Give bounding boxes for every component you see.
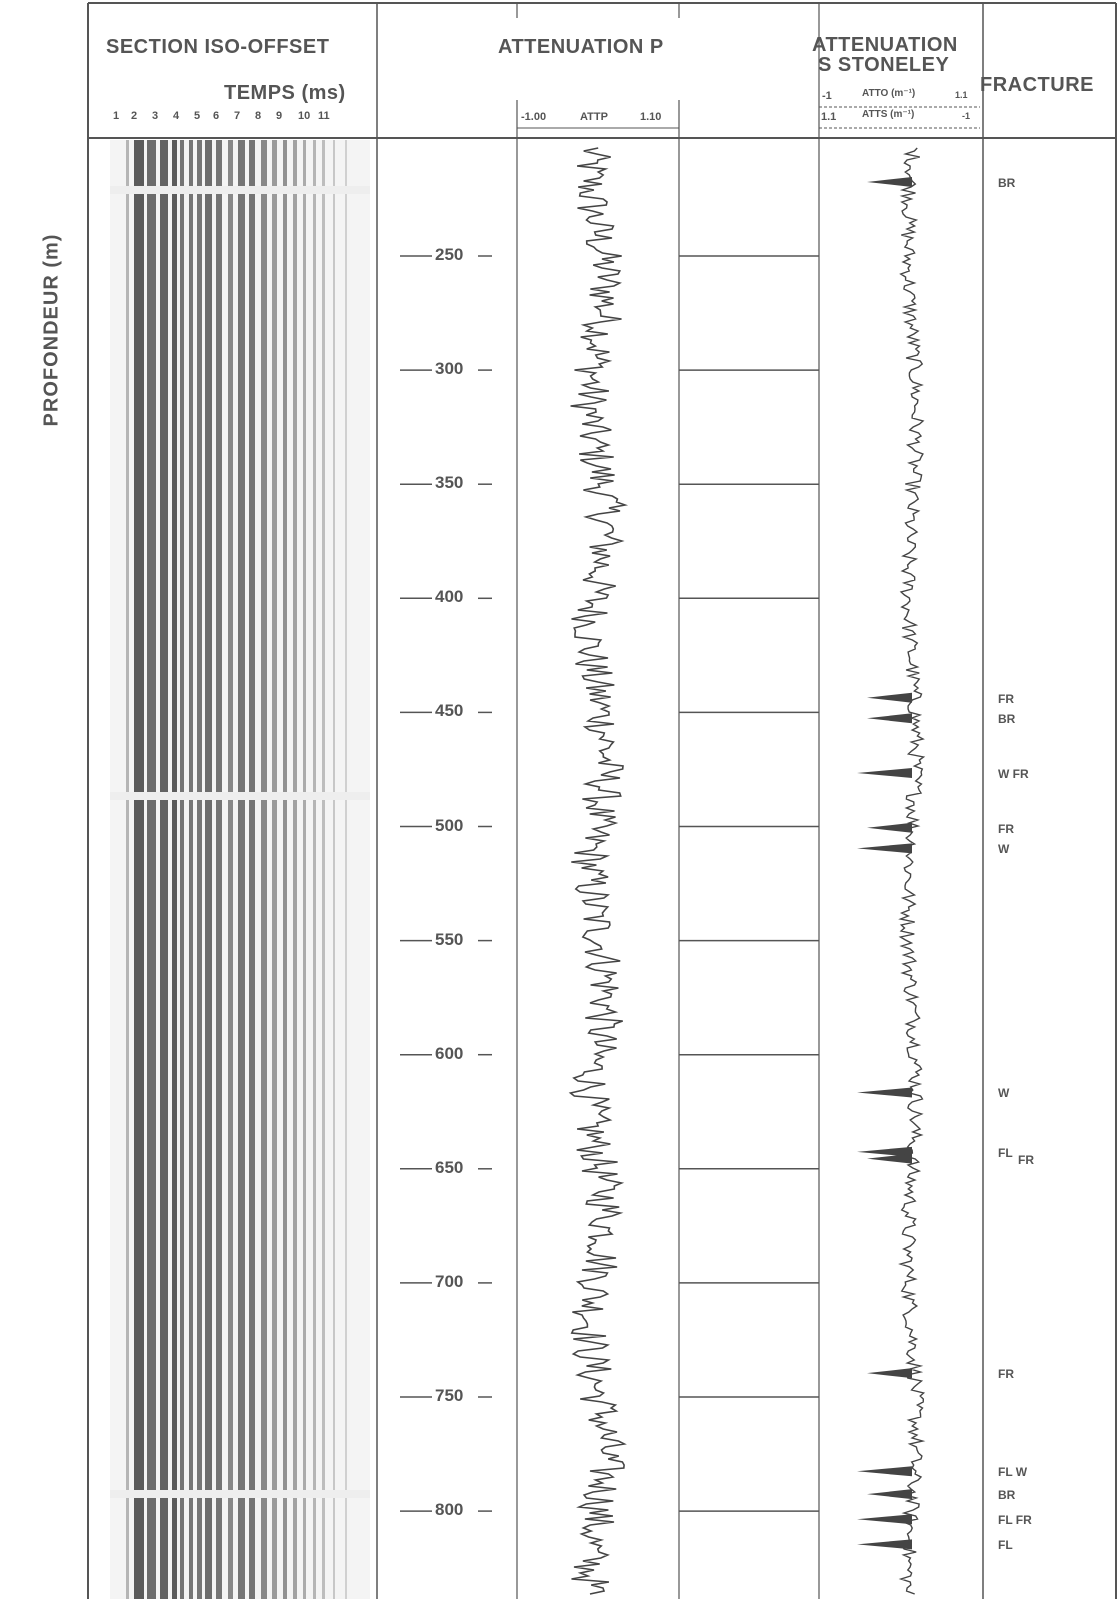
track-title-s-stoneley: S STONELEY	[818, 54, 950, 76]
atts-scale-max: -1	[962, 111, 971, 121]
fracture-code-label: FL	[998, 1538, 1013, 1553]
track-title-fracture: FRACTURE	[980, 74, 1094, 96]
atts-scale-label: ATTS (m⁻¹)	[862, 109, 915, 120]
seismic-trace-19	[313, 140, 316, 1599]
depth-tick-label: 800	[432, 1500, 467, 1521]
atto-scale-max: 1.1	[955, 90, 968, 100]
depth-tick-label: 700	[432, 1271, 467, 1292]
seismic-trace-11	[228, 140, 233, 1599]
depth-tick-label: 250	[432, 245, 467, 265]
time-tick-label: 11	[318, 110, 330, 122]
attp-log-curve	[568, 147, 629, 1595]
seismic-trace-6	[180, 140, 184, 1599]
seismic-trace-22	[345, 140, 347, 1599]
depth-tick-label: 400	[432, 587, 467, 608]
stoneley-anomaly-spike	[867, 692, 912, 703]
seismic-trace-9	[205, 140, 212, 1599]
seismic-gap-1	[110, 186, 370, 194]
fracture-code-label: BR	[998, 712, 1016, 727]
track-title-attenuation-p: ATTENUATION P	[498, 36, 664, 58]
atto-scale-label: ATTO (m⁻¹)	[862, 88, 916, 99]
time-tick-label: 6	[213, 110, 220, 122]
time-tick-label: 5	[194, 110, 201, 122]
fracture-code-label: FR	[998, 1367, 1014, 1382]
fracture-code-label: BR	[998, 175, 1016, 190]
stoneley-anomaly-spike	[867, 822, 912, 833]
time-tick-label: 9	[276, 110, 283, 122]
stoneley-anomaly-spike	[867, 1489, 912, 1500]
seismic-gap-2	[110, 792, 370, 800]
depth-tick-label: 450	[432, 701, 467, 722]
seismic-trace-7	[189, 140, 193, 1599]
stoneley-anomaly-spike	[857, 768, 912, 779]
seismic-trace-14	[261, 140, 267, 1599]
fracture-code-label: W	[998, 842, 1010, 857]
stoneley-anomaly-spike	[867, 176, 912, 187]
stoneley-anomaly-spike	[857, 843, 912, 854]
atts-scale-min: 1.1	[821, 111, 837, 123]
seismic-trace-2	[134, 140, 144, 1599]
time-tick-label: 3	[152, 110, 159, 122]
seismic-trace-17	[293, 140, 297, 1599]
time-tick-label: 10	[298, 110, 311, 122]
depth-tick-label: 500	[432, 815, 467, 836]
track-subtitle-temps: TEMPS (ms)	[224, 82, 346, 104]
seismic-trace-13	[249, 140, 255, 1599]
time-tick-label: 7	[234, 110, 241, 122]
time-tick-label: 4	[173, 110, 180, 122]
depth-tick-label: 750	[432, 1386, 467, 1406]
atto-scale-min: -1	[822, 90, 832, 102]
seismic-trace-21	[333, 140, 335, 1599]
fracture-code-label: W	[998, 1086, 1010, 1101]
time-tick-label: 8	[255, 110, 262, 122]
fracture-code-label: FL FR	[998, 1513, 1032, 1528]
seismic-trace-10	[216, 140, 222, 1599]
seismic-trace-5	[172, 140, 177, 1599]
fracture-code-label: FR	[1018, 1152, 1034, 1167]
time-tick-label: 1	[113, 110, 120, 122]
seismic-trace-12	[238, 140, 245, 1599]
stoneley-anomaly-spike	[857, 1539, 912, 1550]
stoneley-anomaly-spike	[857, 1146, 912, 1157]
seismic-trace-4	[160, 140, 168, 1599]
fracture-code-label: FL W	[998, 1465, 1028, 1480]
seismic-trace-1	[126, 140, 129, 1599]
stoneley-anomaly-spike	[867, 713, 912, 724]
attp-scale-max: 1.10	[640, 111, 662, 123]
fracture-code-label: W FR	[998, 767, 1029, 781]
depth-tick-label: 350	[432, 473, 467, 494]
attp-scale-label: ATTP	[580, 111, 608, 123]
depth-tick-label: 600	[432, 1043, 467, 1064]
stoneley-anomaly-spike	[857, 1087, 912, 1098]
fracture-code-label: BR	[998, 1488, 1016, 1503]
seismic-trace-15	[272, 140, 277, 1599]
y-axis-label: PROFONDEUR (m)	[40, 233, 63, 427]
seismic-trace-20	[322, 140, 325, 1599]
stoneley-anomaly-spike	[867, 1153, 912, 1164]
stoneley-anomaly-spike	[857, 1514, 912, 1525]
fracture-code-label: FR	[998, 821, 1014, 836]
seismic-trace-16	[283, 140, 287, 1599]
depth-tick-label: 550	[432, 929, 467, 950]
seismic-trace-3	[147, 140, 156, 1599]
stoneley-log-curve	[898, 147, 926, 1595]
stoneley-anomaly-spike	[867, 1368, 912, 1379]
attp-scale-min: -1.00	[521, 111, 547, 123]
fracture-code-label: FL	[998, 1145, 1013, 1160]
fracture-code-label: FR	[998, 691, 1014, 706]
depth-tick-label: 650	[432, 1157, 467, 1178]
track-title-attenuation: ATTENUATION	[812, 34, 958, 56]
seismic-trace-18	[303, 140, 306, 1599]
track-title-iso-offset: SECTION ISO-OFFSET	[106, 36, 330, 58]
time-tick-label: 2	[131, 110, 138, 122]
stoneley-anomaly-spike	[857, 1466, 912, 1477]
seismic-gap-3	[110, 1490, 370, 1498]
seismic-trace-8	[197, 140, 202, 1599]
depth-tick-label: 300	[432, 359, 467, 380]
